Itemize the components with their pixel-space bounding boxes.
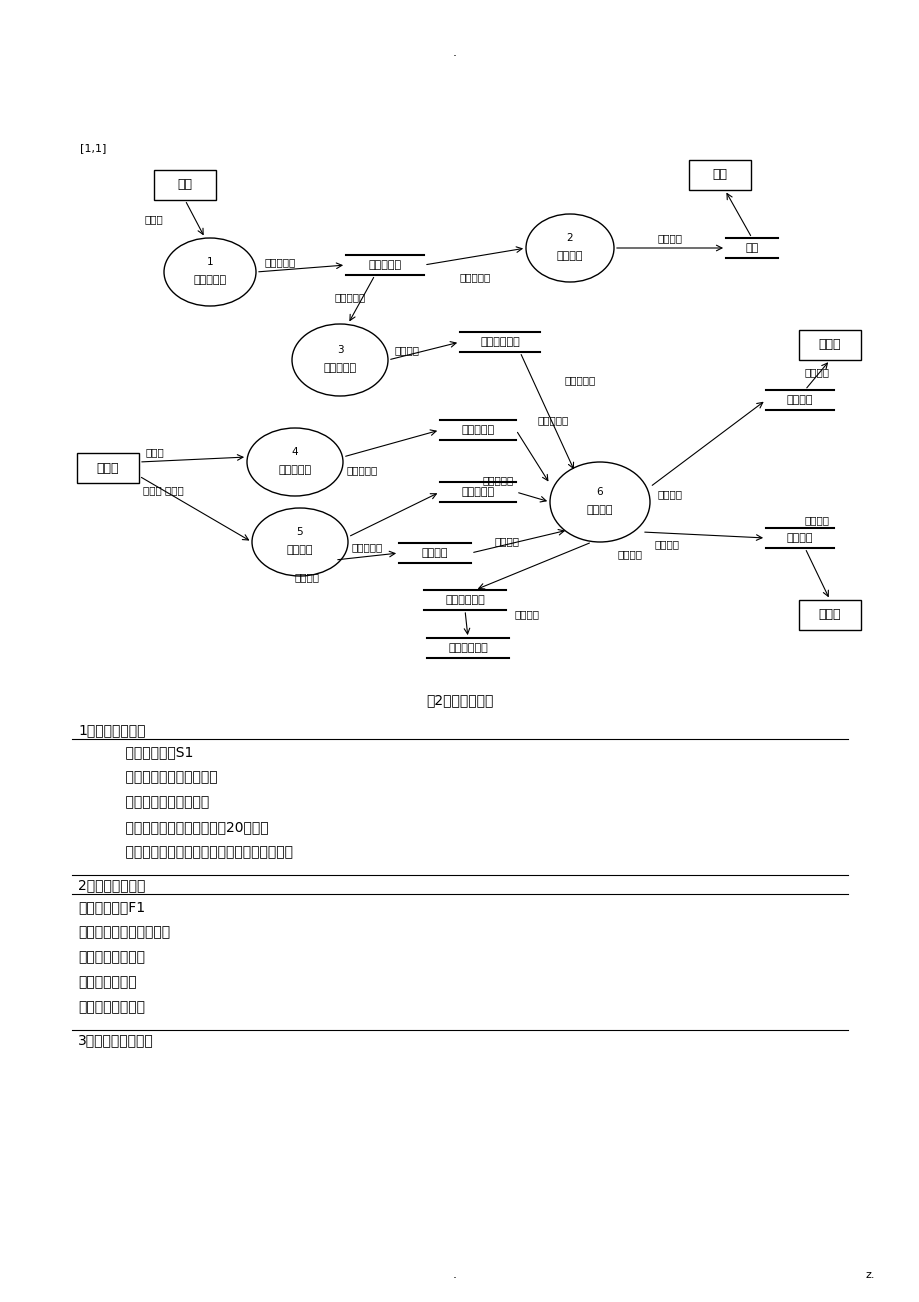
Text: 报表: 报表 (744, 243, 758, 253)
Text: 来源：发货单文件: 来源：发货单文件 (78, 950, 145, 963)
Text: 2: 2 (566, 233, 573, 243)
Bar (798, 600, 860, 630)
Text: 发货员: 发货员 (818, 339, 840, 352)
Text: 类型及宽度：不定长字符型20个字节: 类型及宽度：不定长字符型20个字节 (108, 820, 268, 835)
Text: 数据流名称：发货单数据: 数据流名称：发货单数据 (78, 924, 170, 939)
Text: 流向：管理分析: 流向：管理分析 (78, 975, 137, 990)
Text: .: . (452, 46, 457, 59)
Text: 退款单文件: 退款单文件 (461, 424, 494, 435)
Text: 库存数据: 库存数据 (494, 536, 519, 546)
Text: 采购数据: 采购数据 (654, 539, 679, 549)
Bar (77, 453, 139, 483)
Text: 退款单数据: 退款单数据 (346, 465, 378, 475)
Text: 库存数据: 库存数据 (295, 572, 320, 582)
Text: 退款单数据: 退款单数据 (538, 415, 569, 424)
Text: 汇总数据: 汇总数据 (394, 345, 420, 355)
Text: 采购计划: 采购计划 (786, 533, 812, 543)
Text: 订单资料文件: 订单资料文件 (445, 595, 484, 605)
Ellipse shape (252, 508, 347, 575)
Text: 采购员: 采购员 (818, 608, 840, 621)
Ellipse shape (550, 462, 650, 542)
Text: 1: 1 (207, 256, 213, 267)
Text: 汇款单汇总: 汇款单汇总 (323, 363, 357, 372)
Text: 报表数据: 报表数据 (657, 233, 682, 243)
Text: 订单数据: 订单数据 (618, 549, 642, 559)
Text: 汇款单录入: 汇款单录入 (193, 275, 226, 285)
Text: .: . (452, 1268, 457, 1281)
Text: 汇总单数据: 汇总单数据 (564, 375, 596, 385)
Text: 数据流编号：F1: 数据流编号：F1 (78, 900, 145, 914)
Text: 发货数据: 发货数据 (657, 490, 682, 499)
Text: 发货单数据: 发货单数据 (352, 542, 383, 552)
Text: 供应商: 供应商 (96, 461, 119, 474)
Text: 相关数据：商品表、进货表、订货表、退货表: 相关数据：商品表、进货表、订货表、退货表 (108, 845, 292, 859)
Text: 银行: 银行 (177, 178, 192, 191)
Text: 客户资料文件: 客户资料文件 (448, 643, 487, 654)
Text: 退款单处理: 退款单处理 (278, 465, 312, 475)
Text: 3．数据存储的定义: 3．数据存储的定义 (78, 1032, 153, 1047)
Text: 汇款单文件: 汇款单文件 (368, 260, 401, 270)
Text: 图2系统数据流图: 图2系统数据流图 (425, 693, 494, 707)
Ellipse shape (164, 238, 255, 306)
Text: 数据项名称：供应商编号: 数据项名称：供应商编号 (108, 769, 218, 784)
Text: 处理：查询、维护: 处理：查询、维护 (78, 1000, 145, 1014)
Text: 汇款单数据: 汇款单数据 (265, 256, 296, 267)
Text: 简述：供应商表的主键: 简述：供应商表的主键 (108, 796, 209, 809)
Text: 6: 6 (596, 487, 603, 497)
Text: 采购计划: 采购计划 (804, 516, 829, 525)
Text: 客户数据: 客户数据 (515, 609, 539, 618)
Text: 报表生成: 报表生成 (556, 251, 583, 260)
Text: 数据项编号：S1: 数据项编号：S1 (108, 745, 193, 759)
Ellipse shape (291, 324, 388, 396)
Text: 发货单数据: 发货单数据 (482, 475, 513, 486)
Ellipse shape (246, 428, 343, 496)
Text: 2．数据流的定义: 2．数据流的定义 (78, 878, 145, 892)
Text: 5: 5 (296, 527, 303, 536)
Text: 发货计划: 发货计划 (786, 395, 812, 405)
Text: 3: 3 (336, 345, 343, 355)
Text: 汇款单: 汇款单 (144, 214, 163, 224)
Bar (688, 160, 750, 190)
Text: 4: 4 (291, 447, 298, 457)
Text: 管理分析: 管理分析 (586, 505, 613, 516)
Bar (798, 329, 860, 359)
Text: 经理: 经理 (711, 168, 727, 181)
Text: 汇款单数据: 汇款单数据 (459, 272, 490, 283)
Text: 汇款单数据: 汇款单数据 (335, 292, 366, 302)
Text: 发货单文件: 发货单文件 (461, 487, 494, 497)
Ellipse shape (526, 214, 613, 283)
Text: z.: z. (865, 1269, 874, 1280)
Text: 库存文件: 库存文件 (421, 548, 448, 559)
Bar (153, 171, 216, 201)
Text: [1,1]: [1,1] (80, 143, 107, 154)
Text: 发货计划: 发货计划 (804, 367, 829, 378)
Text: 汇款汇总文件: 汇款汇总文件 (480, 337, 519, 348)
Text: 库存管理: 库存管理 (287, 546, 312, 555)
Text: 采购单 发货单: 采购单 发货单 (142, 486, 184, 495)
Text: 1．数据项的定义: 1．数据项的定义 (78, 723, 145, 737)
Text: 退款单: 退款单 (146, 447, 165, 457)
